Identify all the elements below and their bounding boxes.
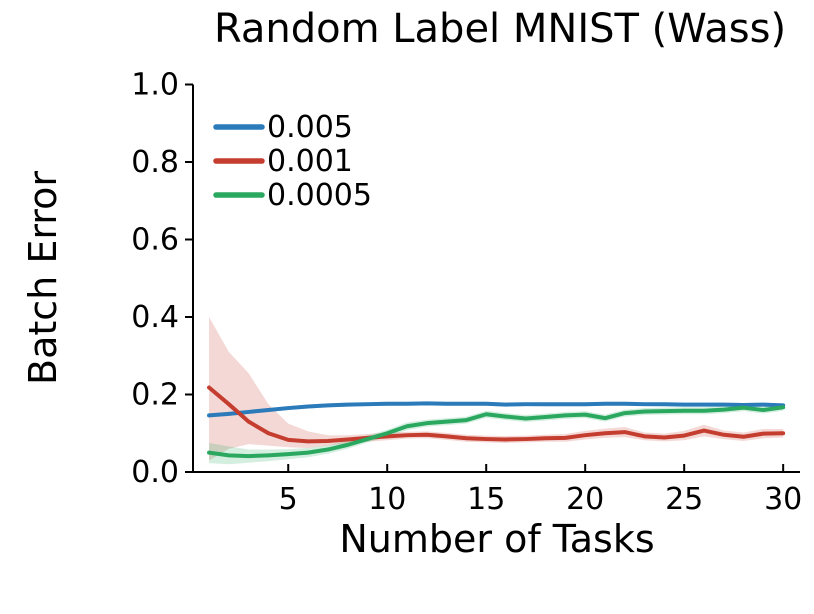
y-tick-label: 0.6 bbox=[131, 223, 179, 258]
axes-spines bbox=[192, 84, 800, 473]
y-tick-label: 0.2 bbox=[131, 378, 179, 413]
series-lines bbox=[207, 385, 786, 459]
series-line-0.0005 bbox=[207, 405, 786, 459]
x-tick-label: 15 bbox=[467, 482, 505, 517]
x-axis-ticks: 5 10 15 20 25 30 bbox=[279, 464, 802, 517]
y-tick-label: 0.0 bbox=[131, 455, 179, 490]
chart-title: Random Label MNIST (Wass) bbox=[214, 6, 786, 52]
y-tick-label: 0.8 bbox=[131, 145, 179, 180]
x-tick-label: 10 bbox=[368, 482, 406, 517]
legend-item-label-0.0005: 0.0005 bbox=[267, 178, 372, 213]
x-tick-label: 30 bbox=[764, 482, 802, 517]
y-tick-label: 0.4 bbox=[131, 300, 179, 335]
x-axis-label: Number of Tasks bbox=[339, 517, 654, 561]
y-axis-label: Batch Error bbox=[21, 171, 65, 385]
x-tick-label: 25 bbox=[665, 482, 703, 517]
series-line-0.001 bbox=[207, 385, 786, 444]
x-tick-label: 5 bbox=[279, 482, 298, 517]
y-axis-ticks: 0.0 0.2 0.4 0.6 0.8 1.0 bbox=[131, 68, 193, 490]
y-tick-label: 1.0 bbox=[131, 68, 179, 103]
legend-item-label-0.001: 0.001 bbox=[267, 144, 353, 179]
x-tick-label: 20 bbox=[566, 482, 604, 517]
legend-item-label-0.005: 0.005 bbox=[267, 110, 353, 145]
series-line-0.005 bbox=[207, 401, 786, 418]
